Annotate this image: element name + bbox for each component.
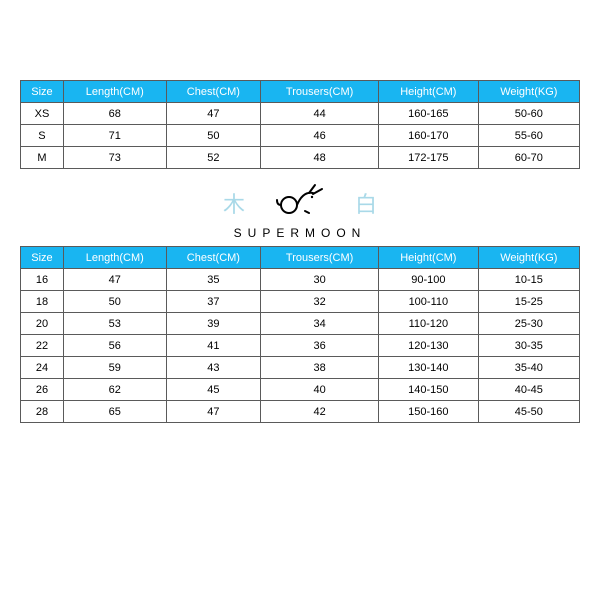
cell: 39 [166,313,261,335]
cell: 38 [261,357,379,379]
cell: 40-45 [478,379,579,401]
col-header: Trousers(CM) [261,247,379,269]
col-header: Length(CM) [63,247,166,269]
cell: 59 [63,357,166,379]
table-row: S715046160-17055-60 [21,125,580,147]
cell: 56 [63,335,166,357]
col-header: Weight(KG) [478,81,579,103]
cell: 60-70 [478,147,579,169]
cell: 36 [261,335,379,357]
col-header: Size [21,81,64,103]
cell: 55-60 [478,125,579,147]
cell: 10-15 [478,269,579,291]
cell: 50 [166,125,261,147]
cell: 35 [166,269,261,291]
cell: 25-30 [478,313,579,335]
cell: 50-60 [478,103,579,125]
cell: 45-50 [478,401,579,423]
cell: 35-40 [478,357,579,379]
table-row: 28654742150-16045-50 [21,401,580,423]
kids-size-table: SizeLength(CM)Chest(CM)Trousers(CM)Heigh… [20,246,580,423]
cell: 150-160 [379,401,479,423]
cell: 65 [63,401,166,423]
cell: 62 [63,379,166,401]
cell: XS [21,103,64,125]
cell: 52 [166,147,261,169]
cell: 68 [63,103,166,125]
table-row: 26624540140-15040-45 [21,379,580,401]
table-row: 20533934110-12025-30 [21,313,580,335]
cell: 140-150 [379,379,479,401]
cell: 24 [21,357,64,379]
logo-left-char: 木 [223,187,245,219]
cell: 50 [63,291,166,313]
cell: 44 [261,103,379,125]
cell: 160-165 [379,103,479,125]
cell: 46 [261,125,379,147]
cell: 34 [261,313,379,335]
brand-logo-section: 木 [20,169,580,246]
cell: 22 [21,335,64,357]
cell: 120-130 [379,335,479,357]
cell: 42 [261,401,379,423]
cell: 73 [63,147,166,169]
cell: 53 [63,313,166,335]
cell: 26 [21,379,64,401]
col-header: Size [21,247,64,269]
col-header: Trousers(CM) [261,81,379,103]
cell: 18 [21,291,64,313]
cell: 48 [261,147,379,169]
cell: 37 [166,291,261,313]
cell: 30-35 [478,335,579,357]
cell: 47 [63,269,166,291]
cell: 172-175 [379,147,479,169]
cell: 15-25 [478,291,579,313]
cell: 160-170 [379,125,479,147]
cell: 90-100 [379,269,479,291]
cell: S [21,125,64,147]
col-header: Weight(KG) [478,247,579,269]
table-row: 22564136120-13030-35 [21,335,580,357]
cell: 47 [166,401,261,423]
cell: 71 [63,125,166,147]
table-row: 18503732100-11015-25 [21,291,580,313]
cell: 16 [21,269,64,291]
col-header: Length(CM) [63,81,166,103]
table-row: 1647353090-10010-15 [21,269,580,291]
table-row: 24594338130-14035-40 [21,357,580,379]
cell: 110-120 [379,313,479,335]
logo-right-char: 白 [355,187,377,219]
cell: 30 [261,269,379,291]
cell: M [21,147,64,169]
col-header: Chest(CM) [166,81,261,103]
cell: 20 [21,313,64,335]
brand-name: SUPERMOON [20,226,580,240]
cell: 32 [261,291,379,313]
cell: 41 [166,335,261,357]
cell: 130-140 [379,357,479,379]
cell: 43 [166,357,261,379]
cell: 47 [166,103,261,125]
table-row: XS684744160-16550-60 [21,103,580,125]
col-header: Chest(CM) [166,247,261,269]
adult-size-table: SizeLength(CM)Chest(CM)Trousers(CM)Heigh… [20,80,580,169]
cell: 28 [21,401,64,423]
cell: 40 [261,379,379,401]
col-header: Height(CM) [379,247,479,269]
table-row: M735248172-17560-70 [21,147,580,169]
cell: 45 [166,379,261,401]
rabbit-icon [275,183,325,222]
cell: 100-110 [379,291,479,313]
col-header: Height(CM) [379,81,479,103]
